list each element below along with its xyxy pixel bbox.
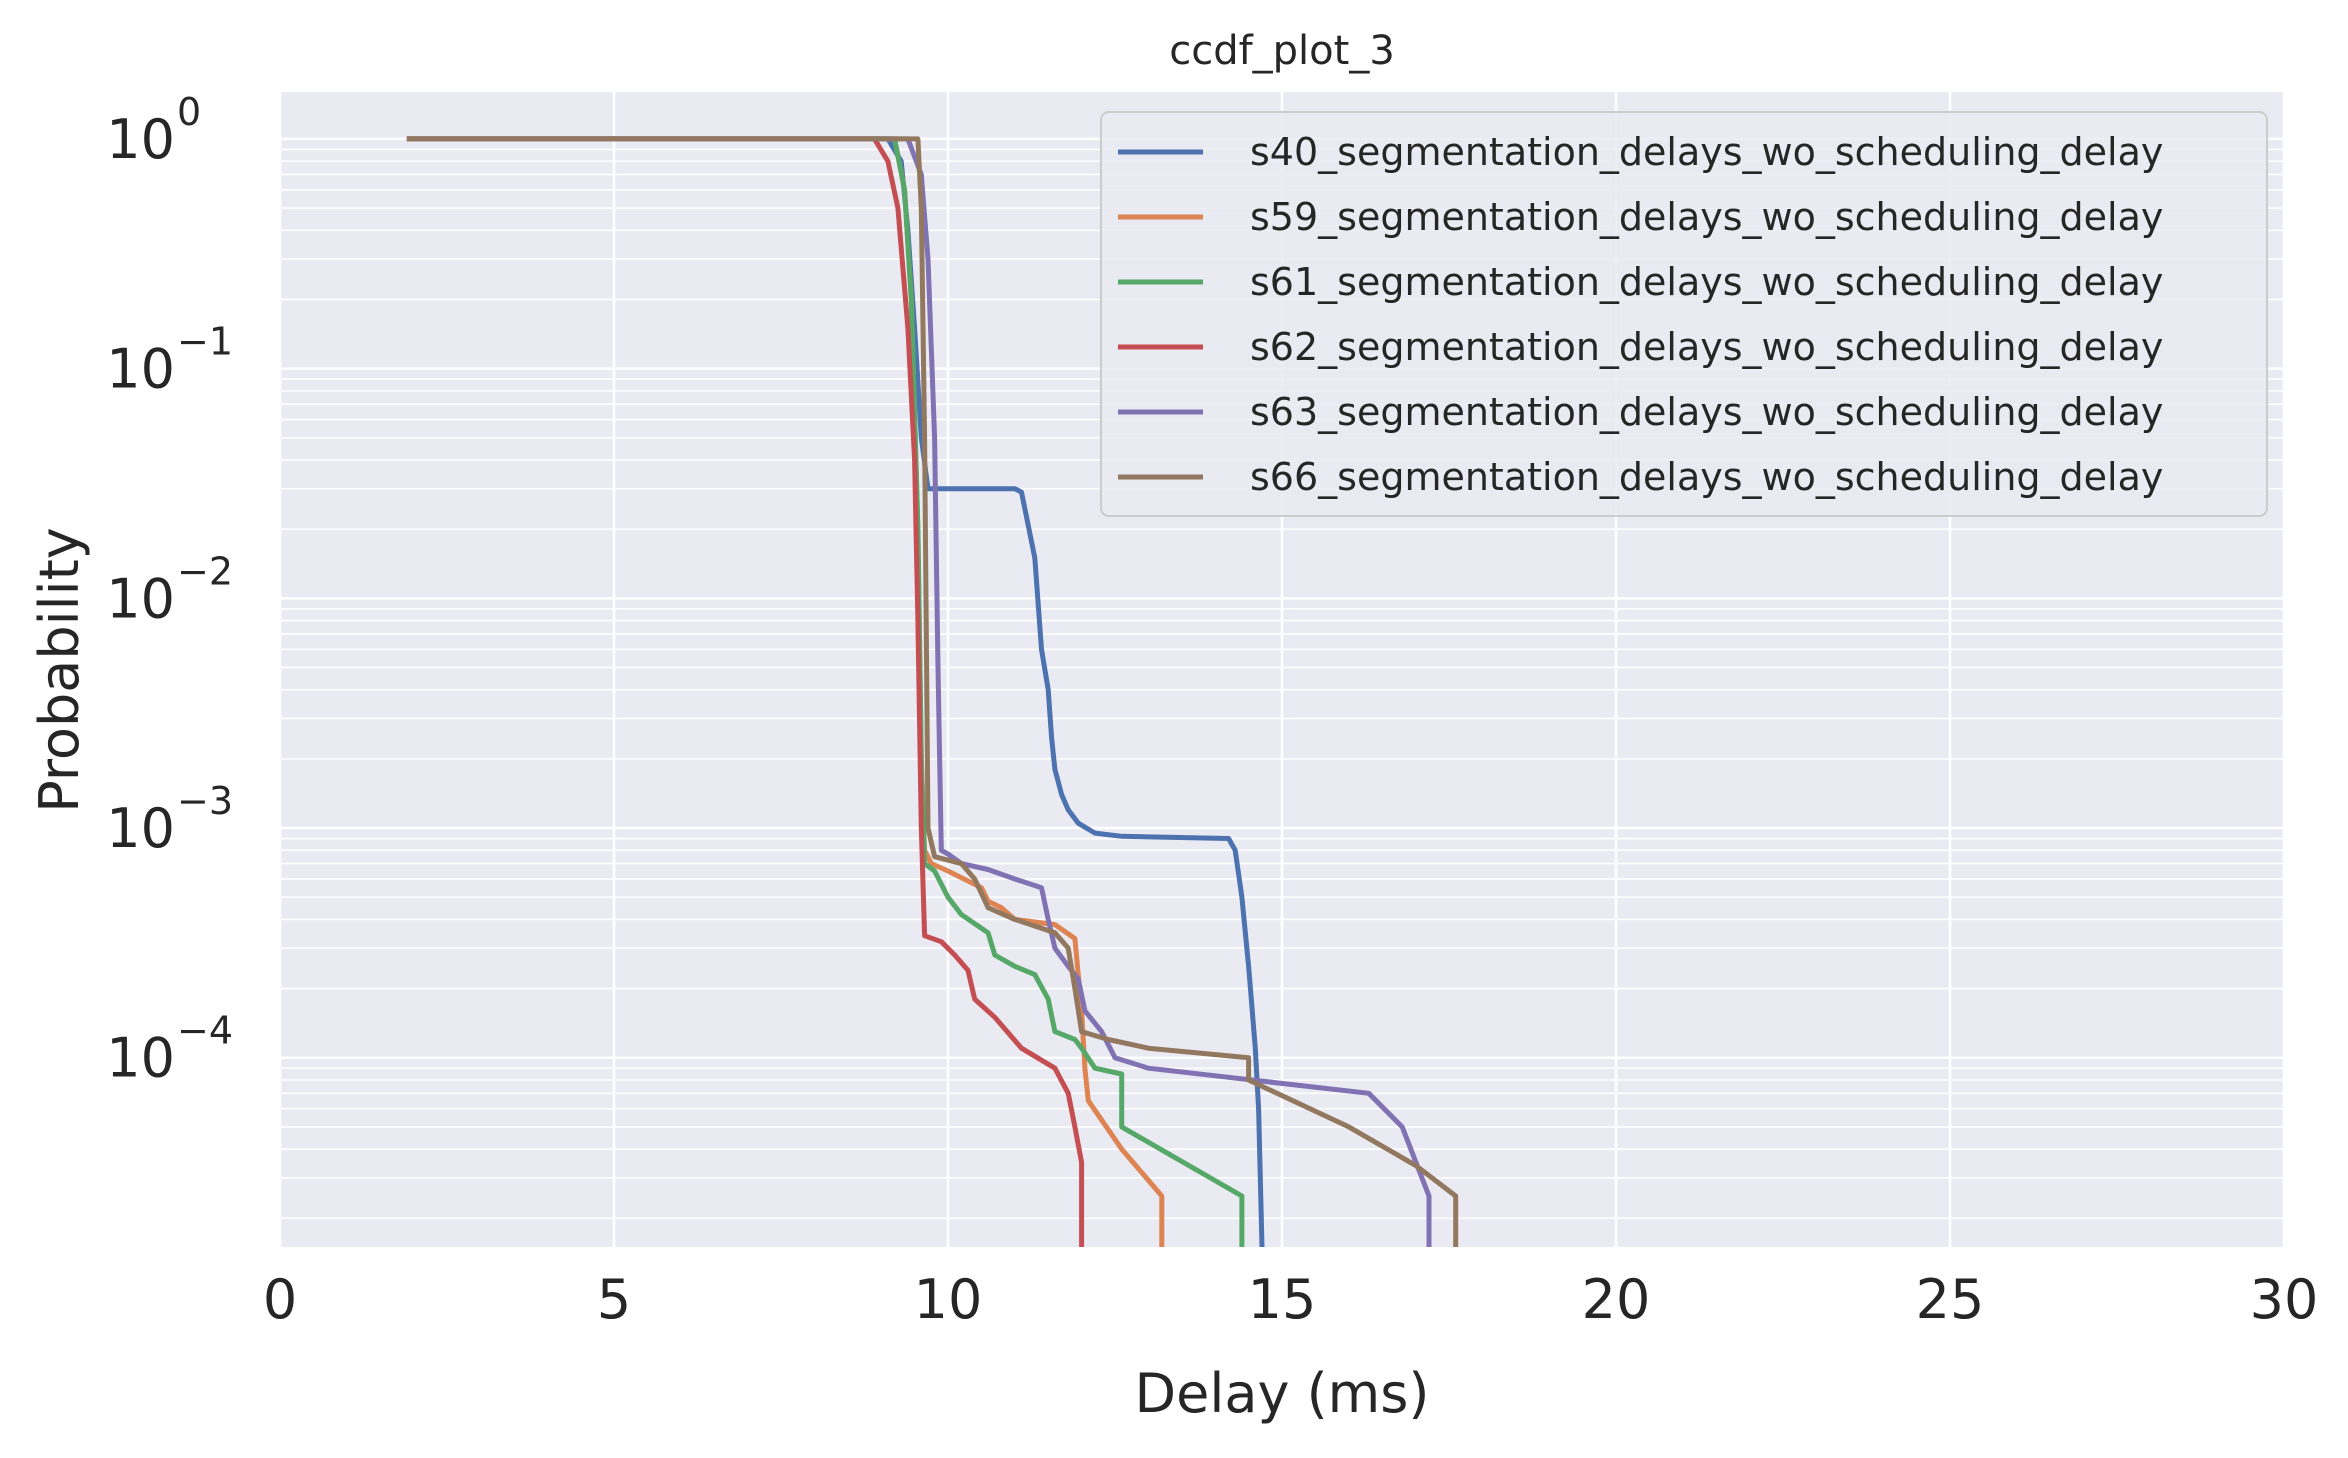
x-tick-label: 5: [597, 1268, 631, 1331]
x-tick-labels: 0 5 10 15 20 25 30: [263, 1268, 2319, 1331]
y-tick-exponent: −3: [177, 779, 233, 823]
legend-item: s59_segmentation_delays_wo_scheduling_de…: [1118, 195, 2163, 239]
legend-label: s66_segmentation_delays_wo_scheduling_de…: [1250, 455, 2163, 499]
y-tick-base: 10: [106, 567, 175, 630]
y-tick-exponent: −1: [177, 320, 233, 364]
legend-label: s62_segmentation_delays_wo_scheduling_de…: [1250, 325, 2163, 369]
legend: s40_segmentation_delays_wo_scheduling_de…: [1100, 111, 2268, 517]
legend-label: s63_segmentation_delays_wo_scheduling_de…: [1250, 390, 2163, 434]
legend-item: s62_segmentation_delays_wo_scheduling_de…: [1118, 325, 2163, 369]
y-tick-label: 10 0: [106, 90, 201, 171]
x-tick-label: 10: [914, 1268, 983, 1331]
legend-label: s59_segmentation_delays_wo_scheduling_de…: [1250, 195, 2163, 239]
series-line: [406, 136, 1085, 1247]
x-tick-label: 30: [2250, 1268, 2319, 1331]
y-tick-label: 10 −3: [106, 779, 233, 860]
y-tick-exponent: −4: [177, 1009, 233, 1053]
y-tick-label: 10 −1: [106, 320, 233, 401]
y-tick-base: 10: [106, 797, 175, 860]
x-tick-label: 25: [1916, 1268, 1985, 1331]
x-tick-label: 0: [263, 1268, 297, 1331]
legend-box: [1100, 111, 2268, 517]
series-line: [406, 136, 1432, 1247]
legend-item: s66_segmentation_delays_wo_scheduling_de…: [1118, 455, 2163, 499]
y-axis-label: Probability: [28, 527, 91, 812]
y-tick-label: 10 −2: [106, 549, 233, 630]
x-axis-label: Delay (ms): [1135, 1362, 1430, 1425]
series-lines: [406, 136, 1459, 1248]
x-tick-label: 15: [1248, 1268, 1317, 1331]
legend-label: s61_segmentation_delays_wo_scheduling_de…: [1250, 260, 2163, 304]
series-line: [406, 136, 1265, 1248]
x-tick-label: 20: [1582, 1268, 1651, 1331]
legend-item: s61_segmentation_delays_wo_scheduling_de…: [1118, 260, 2163, 304]
y-tick-base: 10: [106, 108, 175, 171]
y-tick-base: 10: [106, 1027, 175, 1090]
y-tick-exponent: −2: [177, 549, 233, 593]
chart-title: ccdf_plot_3: [1169, 28, 1395, 74]
series-line: [406, 136, 1459, 1247]
y-tick-base: 10: [106, 338, 175, 401]
legend-item: s40_segmentation_delays_wo_scheduling_de…: [1118, 130, 2163, 174]
legend-label: s40_segmentation_delays_wo_scheduling_de…: [1250, 130, 2163, 174]
y-tick-label: 10 −4: [106, 1009, 233, 1090]
y-tick-exponent: 0: [177, 90, 201, 134]
legend-item: s63_segmentation_delays_wo_scheduling_de…: [1118, 390, 2163, 434]
